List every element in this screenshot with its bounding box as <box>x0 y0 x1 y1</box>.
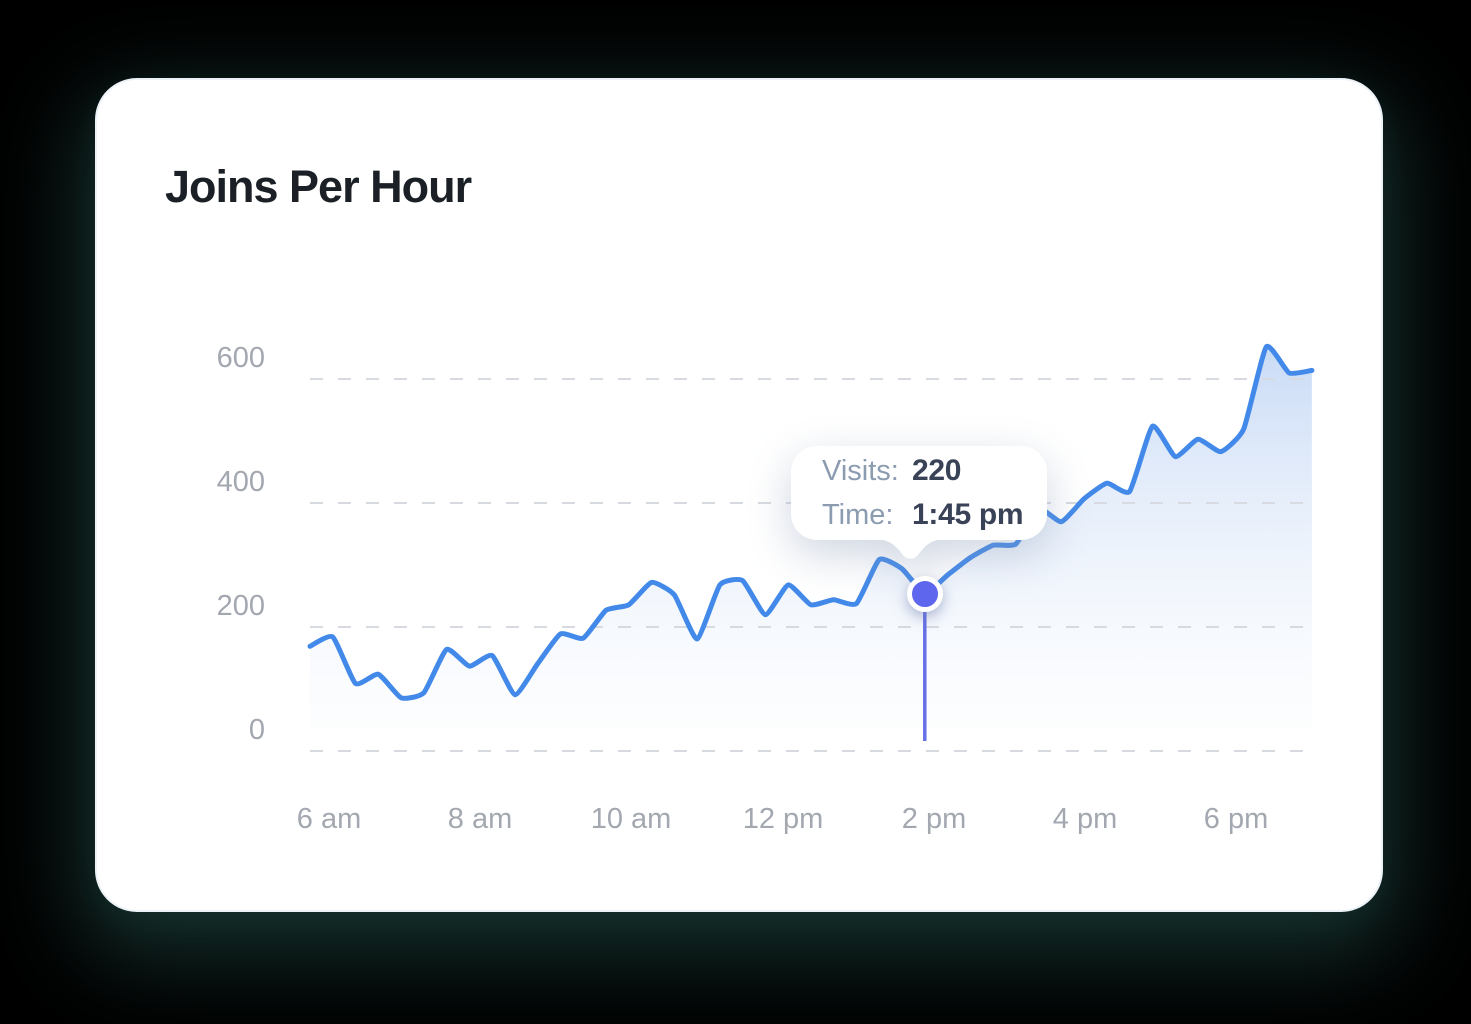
x-tick-label: 10 am <box>590 803 672 835</box>
x-tick-label: 2 pm <box>901 803 967 835</box>
y-tick-label: 400 <box>216 466 265 498</box>
x-tick-label: 12 pm <box>742 803 824 835</box>
tooltip-time-label: Time: <box>822 499 894 531</box>
y-axis-labels: 600 400 200 0 <box>157 80 265 914</box>
tooltip-visits-label: Visits: <box>822 455 899 487</box>
tooltip-visits-value: 220 <box>912 454 962 487</box>
tooltip: Visits: 220 Time: 1:45 pm <box>791 446 1047 564</box>
y-tick-label: 200 <box>216 590 265 622</box>
visits-line <box>307 343 1315 701</box>
tooltip-visits-row: Visits: 220 <box>791 449 1047 493</box>
x-tick-label: 8 am <box>447 803 513 835</box>
tooltip-time-value: 1:45 pm <box>912 498 1024 531</box>
tooltip-tail <box>871 538 947 559</box>
y-tick-label: 600 <box>216 342 265 374</box>
x-tick-label: 6 pm <box>1203 803 1269 835</box>
joins-chart[interactable] <box>302 332 1322 772</box>
tooltip-box: Visits: 220 Time: 1:45 pm <box>791 446 1047 540</box>
x-axis-labels: 6 am 8 am 10 am 12 pm 2 pm 4 pm 6 pm <box>97 80 1385 914</box>
y-tick-label: 0 <box>248 714 265 746</box>
card-title: Joins Per Hour <box>165 161 472 212</box>
tooltip-time-row: Time: 1:45 pm <box>791 493 1047 537</box>
joins-per-hour-card: Joins Per Hour 600 400 200 0 6 am 8 am 10 am 1… <box>95 78 1383 912</box>
x-tick-label: 6 am <box>296 803 362 835</box>
marker-dot[interactable] <box>907 576 943 612</box>
x-tick-label: 4 pm <box>1052 803 1118 835</box>
